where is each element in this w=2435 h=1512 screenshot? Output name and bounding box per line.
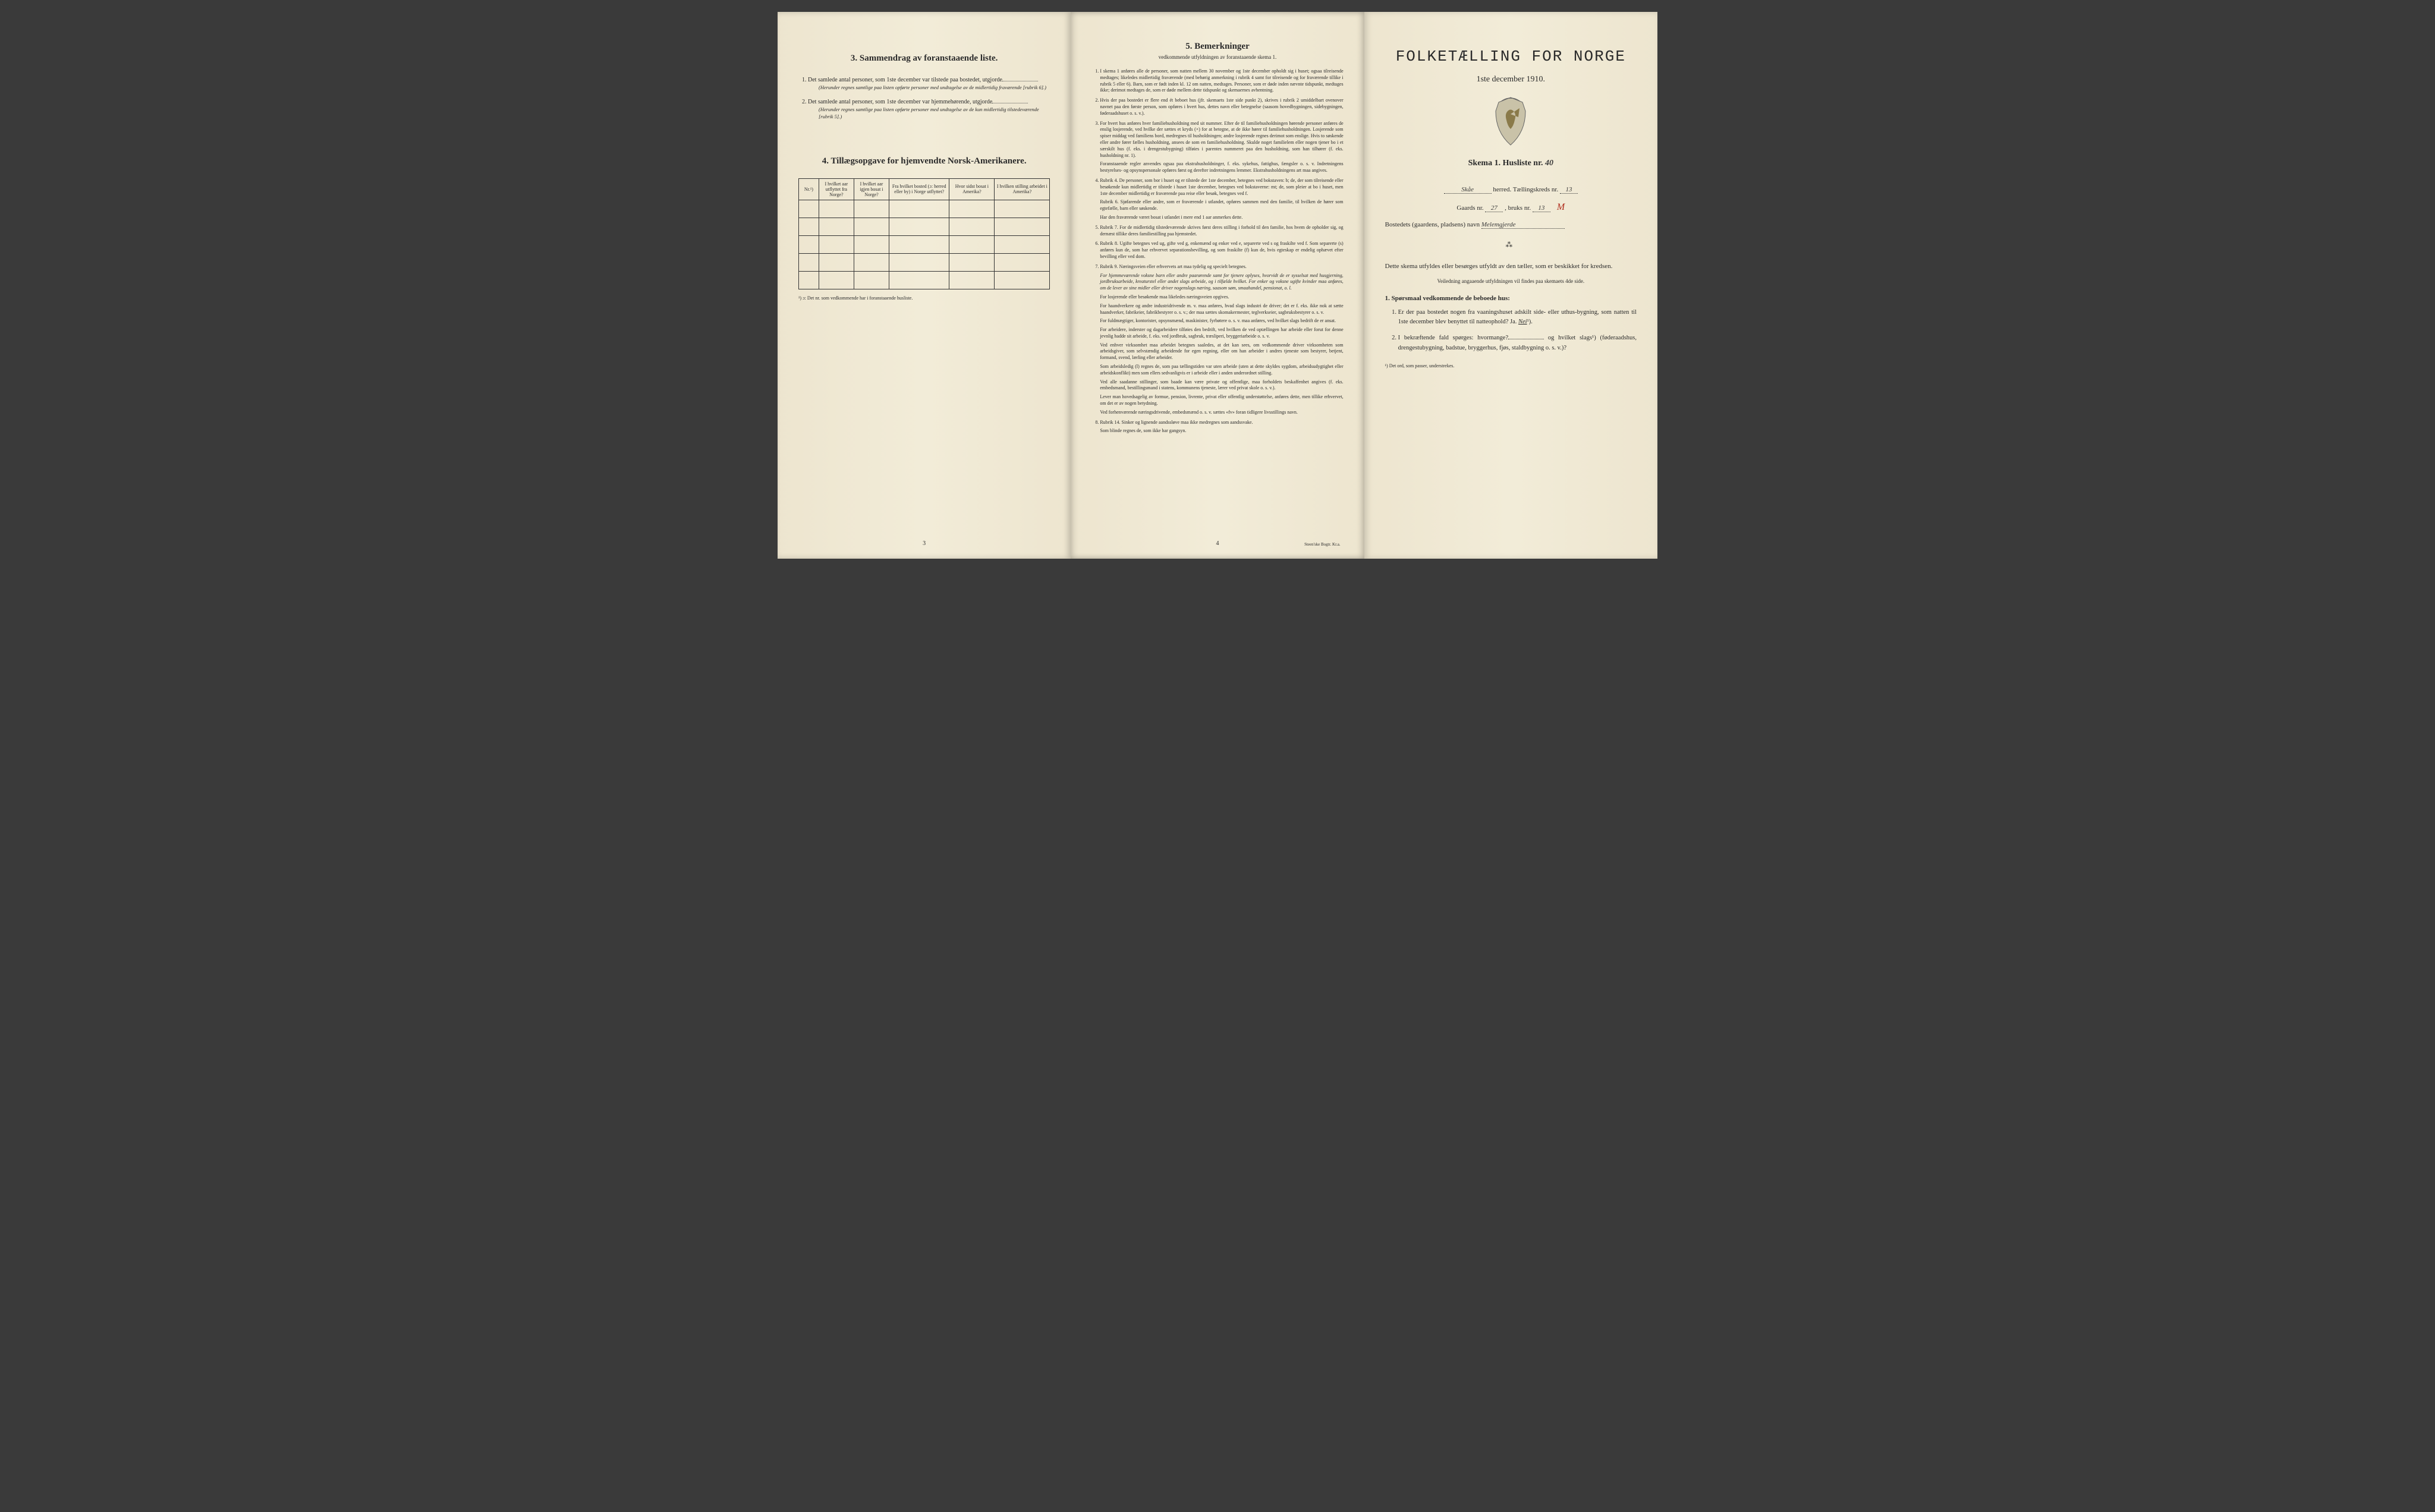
document-spread: 3. Sammendrag av foranstaaende liste. De… bbox=[778, 12, 1657, 559]
col-nr: Nr.¹) bbox=[799, 178, 819, 200]
schema-label: Skema 1. Husliste nr. bbox=[1468, 159, 1543, 168]
page-right: FOLKETÆLLING FOR NORGE 1ste december 191… bbox=[1364, 12, 1657, 559]
remark-4: Rubrik 4. De personer, som bor i huset o… bbox=[1100, 178, 1343, 221]
summary-item-2-text: Det samlede antal personer, som 1ste dec… bbox=[808, 99, 992, 105]
summary-list: Det samlede antal personer, som 1ste dec… bbox=[808, 75, 1050, 121]
remark-8b: Som blinde regnes de, som ikke har gangs… bbox=[1100, 428, 1343, 434]
remark-8: Rubrik 14. Sinker og lignende aandssløve… bbox=[1100, 420, 1343, 435]
husliste-nr: 40 bbox=[1545, 159, 1553, 168]
summary-item-2-note: (Herunder regnes samtlige paa listen opf… bbox=[819, 106, 1050, 121]
gaards-field: 27 bbox=[1485, 204, 1503, 212]
summary-item-1: Det samlede antal personer, som 1ste dec… bbox=[808, 75, 1050, 92]
table-row bbox=[799, 218, 1050, 235]
remark-7f: Ved enhver virksomhet maa arbeidet beteg… bbox=[1100, 342, 1343, 361]
remark-2: Hvis der paa bostedet er flere end ét be… bbox=[1100, 97, 1343, 116]
remark-4-text: Rubrik 4. De personer, som bor i huset o… bbox=[1100, 178, 1343, 196]
herred-label: herred. Tællingskreds nr. bbox=[1493, 186, 1558, 193]
page-number: 3 bbox=[923, 540, 926, 547]
bruks-value: 13 bbox=[1538, 204, 1544, 212]
cover-paragraph-1: Dette skema utfyldes eller besørges utfy… bbox=[1385, 262, 1637, 272]
gaards-value: 27 bbox=[1491, 204, 1498, 212]
bosted-row: Bostedets (gaardens, pladsens) navn Mele… bbox=[1385, 221, 1637, 229]
q2-text: I bekræftende fald spørges: hvormange? bbox=[1398, 335, 1508, 341]
remark-3b: Foranstaaende regler anvendes ogsaa paa … bbox=[1100, 161, 1343, 174]
page-left: 3. Sammendrag av foranstaaende liste. De… bbox=[778, 12, 1071, 559]
remark-7j: Ved forhenværende næringsdrivende, embed… bbox=[1100, 410, 1343, 416]
red-annotation: M bbox=[1557, 202, 1565, 212]
remarks-list: I skema 1 anføres alle de personer, som … bbox=[1100, 68, 1343, 434]
remark-1: I skema 1 anføres alle de personer, som … bbox=[1100, 68, 1343, 94]
page3-footnote: ¹) Det ord, som passer, understrekes. bbox=[1385, 363, 1637, 368]
table-row bbox=[799, 271, 1050, 289]
remark-7-text: Rubrik 9. Næringsveien eller erhvervets … bbox=[1100, 264, 1247, 269]
table-body bbox=[799, 200, 1050, 289]
remark-4b: Rubrik 6. Sjøfarende eller andre, som er… bbox=[1100, 199, 1343, 212]
remark-7e: For arbeidere, inderster og dagarbeidere… bbox=[1100, 327, 1343, 340]
remark-4c: Har den fraværende været bosat i utlande… bbox=[1100, 215, 1343, 221]
summary-item-2: Det samlede antal personer, som 1ste dec… bbox=[808, 97, 1050, 121]
summary-item-1-text: Det samlede antal personer, som 1ste dec… bbox=[808, 77, 1002, 83]
gaards-row: Gaards nr. 27 , bruks nr. 13 M bbox=[1385, 202, 1637, 213]
col-bosat: I hvilket aar igjen bosat i Norge? bbox=[854, 178, 889, 200]
summary-item-1-note: (Herunder regnes samtlige paa listen opf… bbox=[819, 84, 1050, 92]
table-footnote: ¹) ɔ: Det nr. som vedkommende har i fora… bbox=[798, 295, 1050, 301]
blank-field bbox=[1002, 75, 1038, 81]
remark-7i: Lever man hovedsagelig av formue, pensio… bbox=[1100, 394, 1343, 407]
section-5-sub: vedkommende utfyldningen av foranstaaend… bbox=[1091, 54, 1343, 60]
page-middle: 5. Bemerkninger vedkommende utfyldningen… bbox=[1071, 12, 1364, 559]
table-row bbox=[799, 200, 1050, 218]
census-date: 1ste december 1910. bbox=[1385, 75, 1637, 84]
herred-value: Skåe bbox=[1461, 186, 1474, 193]
census-title: FOLKETÆLLING FOR NORGE bbox=[1385, 48, 1637, 65]
remark-7: Rubrik 9. Næringsveien eller erhvervets … bbox=[1100, 264, 1343, 416]
col-bosted: Fra hvilket bosted (ɔ: herred eller by) … bbox=[889, 178, 949, 200]
herred-field: Skåe bbox=[1444, 186, 1492, 194]
q1-answer: Nei bbox=[1518, 319, 1527, 325]
question-heading: 1. Spørsmaal vedkommende de beboede hus: bbox=[1385, 295, 1637, 302]
remark-7a: For hjemmeværende voksne barn eller andr… bbox=[1100, 273, 1343, 292]
cover-paragraph-2: Veiledning angaaende utfyldningen vil fi… bbox=[1385, 278, 1637, 284]
remark-6: Rubrik 8. Ugifte betegnes ved ug, gifte … bbox=[1100, 241, 1343, 260]
question-list: Er der paa bostedet nogen fra vaaningshu… bbox=[1398, 308, 1637, 354]
table-row bbox=[799, 253, 1050, 271]
remark-7h: Ved alle saadanne stillinger, som baade … bbox=[1100, 379, 1343, 392]
amerikanere-table: Nr.¹) I hvilket aar utflyttet fra Norge?… bbox=[798, 178, 1050, 289]
section-4-heading: 4. Tillægsopgave for hjemvendte Norsk-Am… bbox=[798, 156, 1050, 166]
herred-row: Skåe herred. Tællingskreds nr. 13 bbox=[1385, 186, 1637, 194]
kreds-value: 13 bbox=[1565, 186, 1572, 193]
question-2: I bekræftende fald spørges: hvormange? o… bbox=[1398, 333, 1637, 354]
remark-8-text: Rubrik 14. Sinker og lignende aandssløve… bbox=[1100, 420, 1253, 425]
remark-3: For hvert hus anføres hver familiehushol… bbox=[1100, 121, 1343, 174]
coat-of-arms-icon bbox=[1490, 96, 1531, 147]
q1-text: Er der paa bostedet nogen fra vaaningshu… bbox=[1398, 309, 1637, 326]
blank-field bbox=[992, 97, 1028, 103]
bosted-field: Melemgjerde bbox=[1481, 221, 1565, 229]
bosted-label: Bostedets (gaardens, pladsens) navn bbox=[1385, 221, 1480, 228]
question-1: Er der paa bostedet nogen fra vaaningshu… bbox=[1398, 308, 1637, 328]
ornament-divider: ⁂ bbox=[1385, 241, 1637, 250]
section-5-heading: 5. Bemerkninger bbox=[1091, 42, 1343, 52]
bosted-value: Melemgjerde bbox=[1481, 221, 1516, 228]
bruks-label: , bruks nr. bbox=[1505, 204, 1531, 212]
table-row bbox=[799, 235, 1050, 253]
section-3-heading: 3. Sammendrag av foranstaaende liste. bbox=[798, 53, 1050, 64]
remark-7d: For fuldmægtiger, kontorister, opsynsmæn… bbox=[1100, 318, 1343, 325]
gaards-label: Gaards nr. bbox=[1456, 204, 1483, 212]
kreds-field: 13 bbox=[1560, 186, 1578, 194]
remark-7g: Som arbeidsledig (l) regnes de, som paa … bbox=[1100, 364, 1343, 377]
remark-5: Rubrik 7. For de midlertidig tilstedevær… bbox=[1100, 225, 1343, 238]
printer-credit: Steen'ske Bogtr. Kr.a. bbox=[1304, 542, 1341, 547]
remark-7b: For losjerende eller besøkende maa likel… bbox=[1100, 294, 1343, 301]
q1-foot: ¹). bbox=[1527, 319, 1533, 325]
schema-line: Skema 1. Husliste nr. 40 bbox=[1385, 159, 1637, 168]
col-utflyttet: I hvilket aar utflyttet fra Norge? bbox=[819, 178, 854, 200]
col-stilling: I hvilken stilling arbeidet i Amerika? bbox=[995, 178, 1050, 200]
page-number: 4 bbox=[1216, 540, 1219, 547]
remark-3-text: For hvert hus anføres hver familiehushol… bbox=[1100, 121, 1343, 158]
remark-7c: For haandverkere og andre industridriven… bbox=[1100, 303, 1343, 316]
bruks-field: 13 bbox=[1533, 204, 1550, 212]
col-amerika: Hvor sidst bosat i Amerika? bbox=[949, 178, 995, 200]
